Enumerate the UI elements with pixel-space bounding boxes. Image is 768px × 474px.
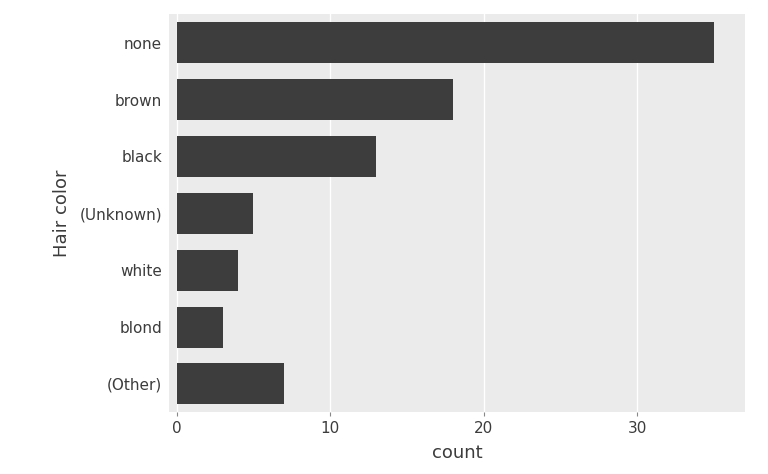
X-axis label: count: count — [432, 444, 482, 462]
Bar — [177, 22, 714, 63]
Bar — [177, 307, 223, 347]
Y-axis label: Hair color: Hair color — [53, 170, 71, 257]
Bar — [177, 79, 453, 120]
Bar — [177, 250, 238, 291]
Bar — [177, 193, 253, 234]
Bar — [177, 364, 284, 404]
Bar — [177, 136, 376, 177]
